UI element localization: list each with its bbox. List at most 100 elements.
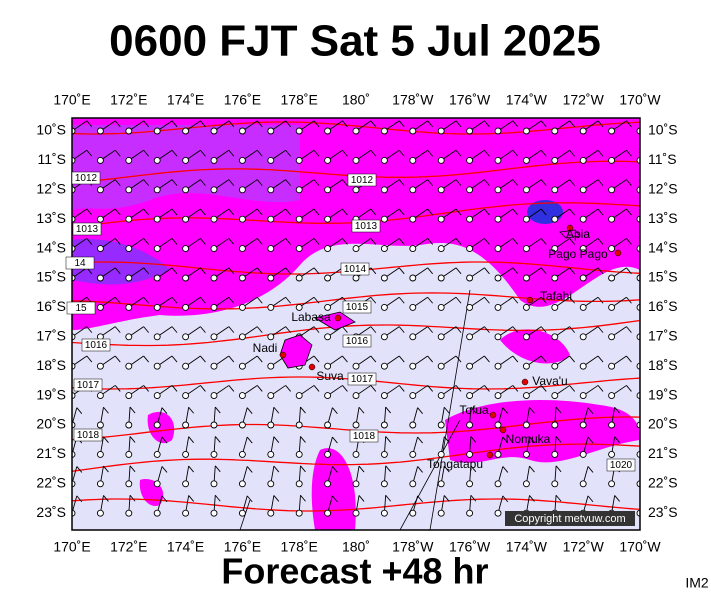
barb-station [352,186,360,194]
place-name: Tofua [459,403,489,417]
barb-station [380,362,388,370]
barb-station [409,480,417,488]
barb-flag [370,326,377,333]
barb-station [437,392,445,400]
place-name: Nadi [253,341,278,355]
barb-flag [256,267,263,275]
barb-flag [470,465,477,473]
barb-flag [129,465,136,473]
barb-flag [358,465,365,473]
barb-flag [228,149,235,157]
barb-flag [246,407,253,414]
barb-flag [358,406,365,414]
barb-flag [398,326,405,333]
barb-station [608,127,616,135]
barb-station [579,303,587,311]
barb-flag [342,179,348,186]
barb-station [494,362,502,370]
barb-station [551,303,559,311]
barb-station [96,274,104,282]
barb-flag [484,208,490,216]
isobar-label-box [342,300,372,314]
lat-label-right: 16˚S [648,298,678,314]
isobar-label: 1018 [353,431,376,442]
barb-flag [114,326,121,333]
barb-station [579,450,587,458]
barb-flag [398,179,405,186]
barb-flag [342,238,348,245]
barb-station [182,362,190,370]
lat-label-left: 13˚S [36,210,66,226]
barb-flag [385,494,392,502]
barb-station [494,245,502,253]
barb-flag [342,385,348,392]
barb-flag [285,208,292,216]
barb-flag [597,355,604,363]
lat-label-left: 23˚S [36,504,66,520]
barb-station [153,215,161,223]
isobar-label-box [71,171,101,185]
barb-flag [398,238,405,245]
lat-label-left: 21˚S [36,445,66,461]
barb-station [324,421,332,429]
barb-flag [300,406,306,414]
lat-label-right: 10˚S [648,122,678,138]
graticule-labels: 170˚E 170˚E 172˚E 172˚E 174˚E 174˚E 176˚E 176˚E… [36,92,677,555]
barb-station [182,450,190,458]
barb-station [466,509,474,517]
barb-flag [569,208,576,216]
lat-label-right: 18˚S [648,357,678,373]
barb-flag [484,355,490,363]
isobar-label-box [349,429,379,443]
isobar [72,121,640,135]
barb-station [210,303,218,311]
barb-station [437,509,445,517]
lon-label-top: 172˚W [563,92,605,108]
barb-flag [246,495,253,503]
barb-station [352,362,360,370]
barb-station [295,156,303,164]
barb-flag [370,385,377,392]
lat-label-left: 20˚S [36,416,66,432]
barb-flag [398,267,405,275]
barb-flag [285,179,292,186]
lat-label-left: 18˚S [36,357,66,373]
barb-station [466,274,474,282]
barb-flag [417,495,423,503]
barb-station [96,156,104,164]
lat-label-right: 23˚S [648,504,678,520]
barb-flag [512,296,519,304]
barb-station [608,362,616,370]
barb-flag [228,355,235,363]
barb-flag [200,120,206,128]
isobar-label: 1013 [355,221,378,232]
barb-station [608,421,616,429]
barb-station [267,450,275,458]
barb-flag [597,267,604,275]
isobar-label: 1012 [351,175,374,186]
barb-station [579,480,587,488]
barb-station [295,421,303,429]
barb-flag [200,179,206,186]
barb-station [522,156,530,164]
barb-station [409,215,417,223]
barb-station [380,127,388,135]
barb-flag [129,406,136,414]
barb-flag [417,407,423,414]
barb-station [324,303,332,311]
barb-station [437,421,445,429]
barb-flag [502,436,509,444]
isobar-label: 1013 [76,224,99,235]
barb-station [494,303,502,311]
barb-station [324,186,332,194]
barb-station [409,303,417,311]
barb-flag [256,385,263,392]
barb-flag [273,436,280,443]
lon-label-bottom: 178˚W [392,539,434,555]
barb-station [238,362,246,370]
barb-station [153,156,161,164]
barb-station [210,480,218,488]
barb-flag [200,149,206,157]
barb-station [380,480,388,488]
barb-station [96,362,104,370]
